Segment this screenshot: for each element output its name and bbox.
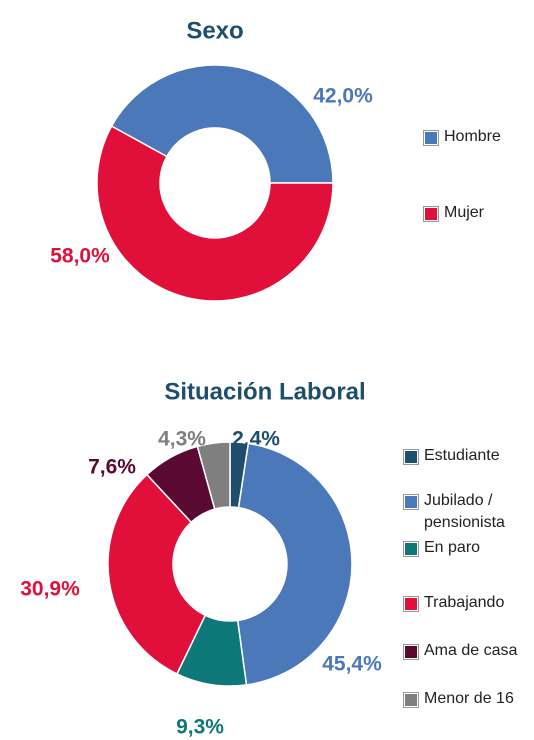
legend-swatch — [403, 541, 419, 557]
legend-label: Hombre — [444, 128, 501, 145]
data-label: 4,3% — [158, 428, 206, 451]
data-label: 58,0% — [50, 245, 110, 268]
legend-swatch — [403, 494, 419, 510]
data-label: 45,4% — [322, 653, 382, 676]
legend-label: Trabajando — [424, 594, 505, 611]
legend-swatch — [423, 130, 439, 146]
data-label: 7,6% — [88, 456, 136, 479]
data-label: 9,3% — [176, 716, 224, 739]
legend-label: Ama de casa — [424, 642, 518, 659]
legend-swatch — [403, 692, 419, 708]
legend-item: Hombre — [423, 126, 534, 148]
donut-slice — [107, 473, 207, 675]
donut-slice — [196, 441, 231, 510]
legend-label: Mujer — [444, 204, 485, 221]
legend-label: Jubilado / pensionista — [424, 492, 505, 531]
data-label: 2,4% — [232, 428, 280, 451]
legend-label: Menor de 16 — [424, 690, 514, 707]
legend-label: En paro — [424, 539, 481, 556]
data-label: 42,0% — [313, 85, 373, 108]
donut-slice — [110, 64, 334, 184]
data-label: 30,9% — [20, 578, 80, 601]
legend-swatch — [403, 449, 419, 465]
chart-title: Sexo — [186, 17, 243, 44]
donut-slice — [96, 125, 334, 302]
legend-item: Trabajando — [403, 592, 534, 614]
legend-swatch — [403, 644, 419, 660]
legend-swatch — [423, 206, 439, 222]
legend-item: Jubilado / pensionista — [403, 490, 534, 534]
legend-item: Estudiante — [403, 445, 534, 467]
legend-item: Mujer — [423, 202, 534, 224]
legend-swatch — [403, 596, 419, 612]
legend-item: Menor de 16 — [403, 688, 534, 710]
donut-slice — [236, 442, 353, 686]
legend-label: Estudiante — [424, 447, 500, 464]
legend-item: Ama de casa — [403, 640, 534, 662]
chart-title: Situación Laboral — [164, 378, 365, 405]
legend-item: En paro — [403, 537, 534, 559]
